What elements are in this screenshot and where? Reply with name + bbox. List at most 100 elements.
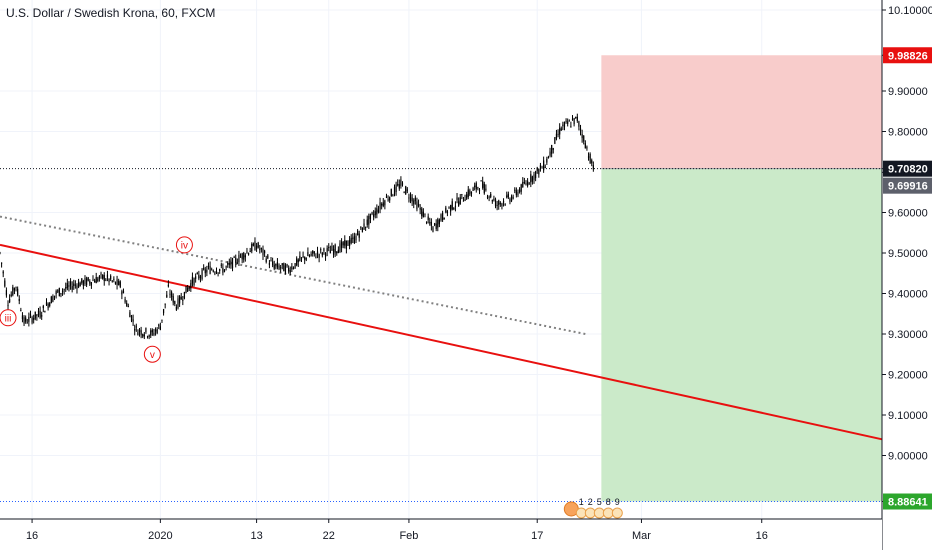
candle-body [512, 197, 514, 199]
candle-body [381, 204, 383, 206]
candle-body [228, 263, 230, 265]
price-label: 9.98826 [888, 50, 928, 62]
candle-body [493, 198, 495, 201]
candle-body [544, 166, 546, 168]
candle-body [535, 171, 537, 179]
candle-body [268, 263, 271, 265]
candle-body [491, 200, 493, 202]
price-axis[interactable]: 10.10000 9.98826 9.90000 9.80000 9.70820 9.69… [881, 0, 932, 550]
candle-body [382, 202, 384, 207]
candle-body [142, 334, 144, 337]
candle-body [156, 329, 158, 334]
candle-body [318, 254, 320, 258]
candle-body [95, 277, 97, 284]
candle-body [7, 304, 9, 307]
candle-body [158, 324, 160, 326]
wave-label-circle [0, 309, 17, 327]
candle-body [517, 192, 519, 196]
candle-body [71, 286, 73, 290]
time-label: 17 [531, 530, 543, 542]
time-label: 16 [26, 530, 38, 542]
candle-body [191, 276, 194, 284]
candle-body [320, 249, 322, 251]
candle-body [79, 283, 81, 287]
candle-body [567, 121, 569, 124]
candle-body [187, 287, 189, 292]
event-dot [611, 507, 623, 519]
candle-body [53, 295, 56, 297]
wave-label-v: v [150, 350, 155, 361]
candle-body [94, 280, 96, 283]
candle-body [528, 183, 530, 185]
candle-body [219, 269, 221, 271]
candle-body [126, 302, 128, 306]
candle-body [18, 298, 20, 301]
target-zone [601, 55, 882, 169]
trendlines[interactable] [0, 215, 883, 441]
candle-body [419, 207, 421, 210]
time-label: 2020 [148, 530, 172, 542]
candle-body [498, 200, 500, 205]
candle-body [363, 223, 365, 230]
candle-body [531, 176, 534, 182]
time-label: 22 [323, 530, 335, 542]
long-position-zones[interactable] [601, 55, 882, 502]
candle-body [366, 219, 368, 225]
candle-body [523, 182, 525, 184]
candle-body [65, 286, 67, 289]
candle-body [587, 156, 590, 158]
candle-body [446, 211, 449, 214]
candle-body [286, 264, 288, 267]
candle-body [264, 250, 266, 254]
candle-body [201, 269, 203, 280]
candle-body [122, 291, 125, 294]
candle-body [172, 296, 174, 303]
wave-labels: iii iv v [0, 236, 193, 363]
candle-body [562, 124, 564, 126]
candle-body [478, 190, 481, 192]
candle-body [12, 286, 14, 296]
candle-body [401, 183, 404, 185]
candle-body [9, 298, 11, 303]
candle-body [555, 133, 558, 139]
candle-body [347, 240, 349, 246]
candle-body [148, 334, 150, 338]
price-label: 9.70820 [888, 164, 928, 176]
candle-body [520, 184, 522, 192]
candle-body [429, 222, 431, 224]
candle-body [539, 165, 542, 168]
candle-body [29, 314, 32, 316]
candle-body [21, 315, 24, 320]
price-badge-secondary [883, 177, 932, 194]
event-marker-label: 2 [588, 497, 593, 507]
candle-body [433, 223, 436, 225]
price-label: 10.10000 [888, 5, 932, 17]
candle-body [33, 318, 35, 320]
candle-body [432, 227, 434, 232]
candle-body [557, 133, 559, 135]
candle-body [182, 299, 184, 301]
candle-body [389, 197, 391, 201]
candle-body [10, 294, 12, 296]
candle-body [20, 310, 22, 312]
candle-body [63, 289, 65, 291]
time-axis[interactable]: 16 2020 13 22 Feb 17 Mar 16 [0, 518, 882, 550]
candle-body [15, 286, 17, 288]
candle-body [437, 219, 439, 228]
candle-body [227, 263, 229, 265]
candle-body [77, 282, 80, 288]
candle-body [111, 280, 113, 282]
candle-body [17, 288, 19, 296]
candle-body [533, 174, 535, 180]
candle-body [379, 202, 381, 210]
candle-body [44, 311, 46, 313]
candle-body [543, 160, 545, 171]
candle-body [207, 265, 210, 267]
candle-body [5, 290, 8, 296]
candle-body [525, 183, 527, 185]
candle-body [161, 319, 163, 321]
candle-body [196, 272, 198, 274]
